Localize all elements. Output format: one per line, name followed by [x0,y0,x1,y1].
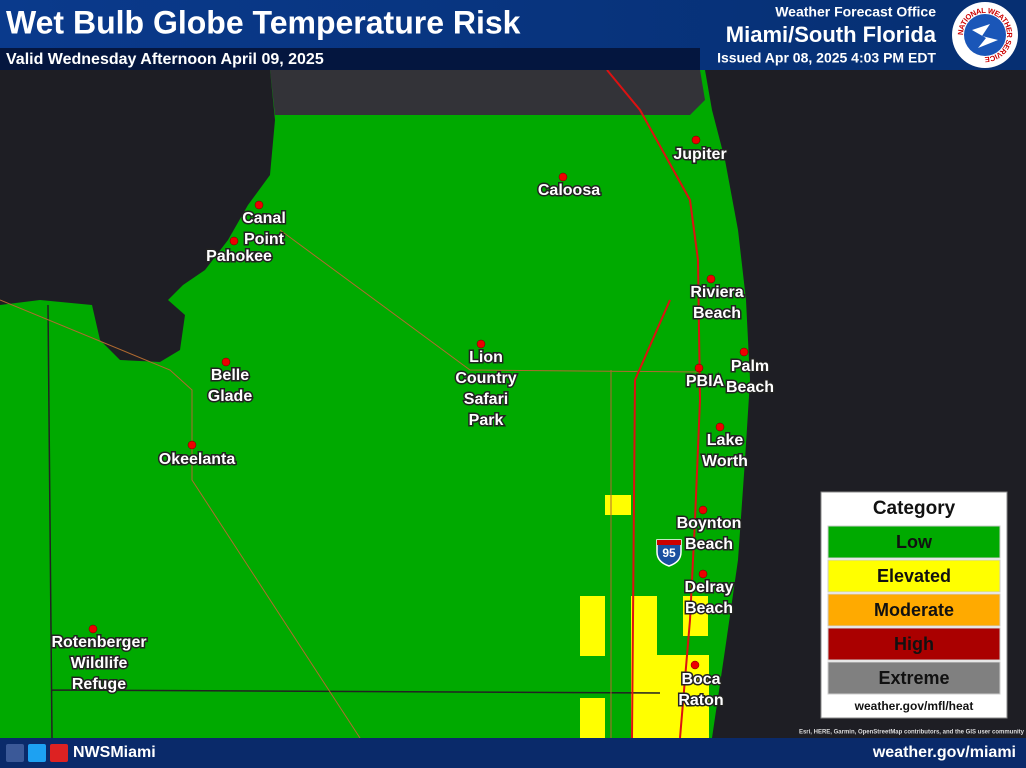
place-label: Jupiter [673,146,726,163]
outside-area [270,70,705,115]
place-label: Beach [685,536,733,553]
shield-shape [656,539,682,567]
elevated-area [580,596,605,656]
place-dot [229,236,239,246]
place-label: Point [244,231,285,248]
legend-swatch [827,661,1001,695]
footer-bar [0,738,1026,768]
place-label: Pahokee [206,248,272,265]
legend-swatch [827,525,1001,559]
place-label: Beach [726,379,774,396]
place-label: Park [469,412,504,429]
place-label: Wildlife [71,655,128,672]
place-label: Delray [685,579,734,596]
logo-bolt [972,24,998,48]
place-dot [88,624,98,634]
place-label: Boca [681,671,720,688]
elevated-area [683,596,708,636]
county-line [47,304,661,739]
place-label: Worth [702,453,748,470]
legend-label: Extreme [878,668,949,688]
logo-center [964,14,1006,56]
place-label: Beach [685,600,733,617]
place-label: Glade [208,388,253,405]
elevated-area [580,698,605,738]
place-dot [187,440,197,450]
twitter-icon[interactable] [28,744,46,762]
shield-number: 95 [662,546,676,560]
interstate-shield: 95 [656,539,682,567]
place-label: PBIA [686,373,725,390]
place-label: Okeelanta [159,451,236,468]
shield-top [657,540,681,545]
footer-url: weather.gov/miami [872,744,1016,761]
legend-title: Category [873,498,956,519]
yellow-areas [580,495,709,738]
place-dot [476,339,486,349]
legend-swatch [827,559,1001,593]
issued: Issued Apr 08, 2025 4:03 PM EDT [717,50,936,66]
social-handle: NWSMiami [73,744,156,761]
legend-label: Elevated [877,566,951,586]
lake-okeechobee [0,70,275,362]
place-dot [694,363,704,373]
legend-label: Moderate [874,600,954,620]
place-label: Country [455,370,516,387]
office-label: Weather Forecast Office [775,4,936,20]
facebook-icon[interactable] [6,744,24,762]
valid-time: Valid Wednesday Afternoon April 09, 2025 [6,51,324,68]
place-label: Lake [707,432,744,449]
office: Miami/South Florida [726,22,937,47]
place-dot [691,135,701,145]
place-label: Palm [731,358,769,375]
place-label: Rotenberger [51,634,146,651]
place-label: Safari [464,391,508,408]
place-label: Lion [469,349,503,366]
place-label: Caloosa [538,182,600,199]
elevated-area [605,495,631,515]
place-label: Belle [211,367,249,384]
place-dot [739,347,749,357]
place-dot [706,274,716,284]
place-dot [698,569,708,579]
header-strip [0,48,700,70]
legend-label: Low [896,532,933,552]
place-label: Beach [693,305,741,322]
place-dot [221,357,231,367]
place-label: Boynton [677,515,742,532]
road [606,69,702,739]
nws-logo: NATIONAL WEATHER SERVICE [952,2,1018,68]
place-dot [558,172,568,182]
elevated-area [631,596,657,738]
title: Wet Bulb Globe Temperature Risk [6,4,521,40]
legend-label: High [894,634,934,654]
place-dot [690,660,700,670]
legend-swatch [827,593,1001,627]
legend-swatch [827,627,1001,661]
boundary-line [0,229,701,739]
legend-url: weather.gov/mfl/heat [854,699,974,713]
place-label: Riviera [690,284,743,301]
place-dot [698,505,708,515]
place-label: Raton [678,692,723,709]
place-label: Canal [242,210,286,227]
place-dot [715,422,725,432]
youtube-icon[interactable] [50,744,68,762]
place-label: Refuge [72,676,126,693]
place-dot [254,200,264,210]
boundaries [0,69,702,739]
attribution: Esri, HERE, Garmin, OpenStreetMap contri… [799,730,1025,736]
